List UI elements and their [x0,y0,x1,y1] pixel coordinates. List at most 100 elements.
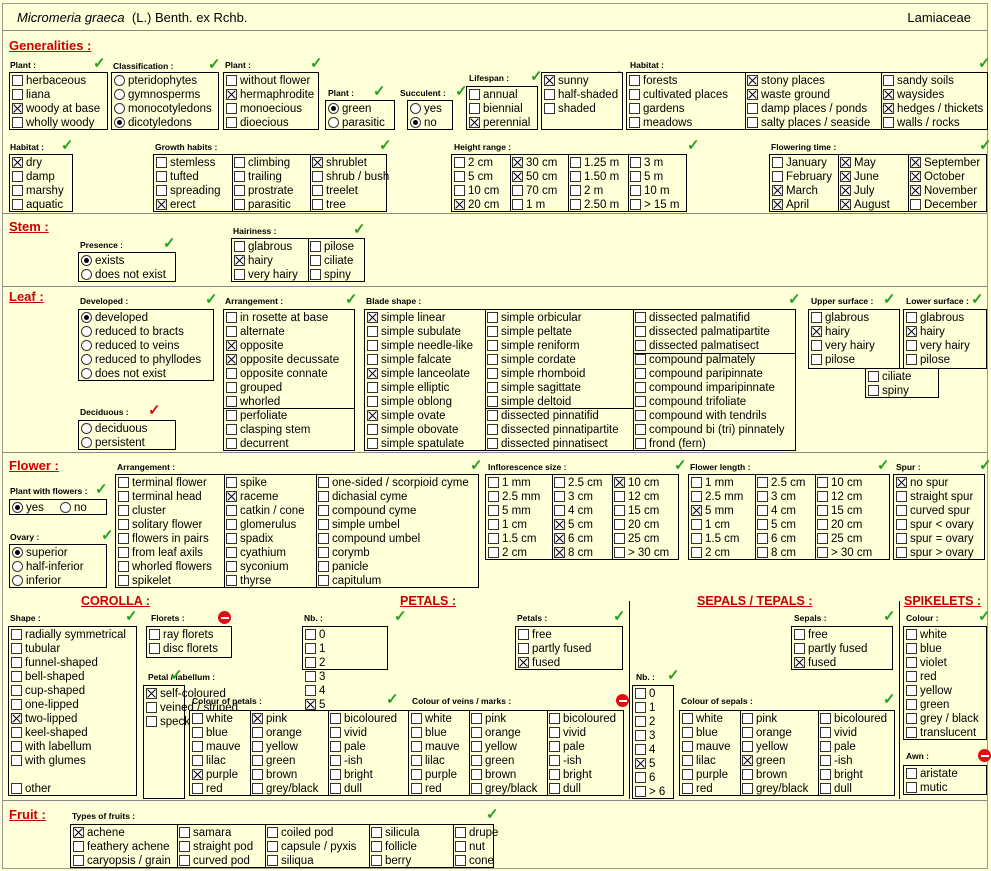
checkbox[interactable] [118,547,129,558]
option-5-cm[interactable]: 5 cm [454,170,493,184]
radio-button[interactable] [81,326,92,337]
option-glabrous[interactable]: glabrous [906,311,964,325]
checkbox[interactable] [149,643,160,654]
checkbox[interactable] [367,424,378,435]
checkbox[interactable] [226,117,237,128]
checkbox[interactable] [367,410,378,421]
option-fused[interactable]: fused [518,656,560,670]
option-achene[interactable]: achene [73,826,125,840]
option-siliqua[interactable]: siliqua [267,854,314,868]
option-8-cm[interactable]: 8 cm [757,546,796,560]
checkbox[interactable] [471,755,482,766]
checkbox[interactable] [330,741,341,752]
checkbox[interactable] [305,643,316,654]
checkbox[interactable] [11,727,22,738]
checkbox[interactable] [252,713,263,724]
checkbox[interactable] [906,699,917,710]
radio-button[interactable] [12,502,23,513]
option-simple-needle-like[interactable]: simple needle-like [367,339,473,353]
option-free[interactable]: free [518,628,552,642]
option-purple[interactable]: purple [682,768,728,782]
option-compound-with-tendrils[interactable]: compound with tendrils [635,409,767,423]
checkbox[interactable] [487,396,498,407]
option-25-cm[interactable]: 25 cm [817,532,862,546]
option-dissected-pinnatifid[interactable]: dissected pinnatifid [487,409,599,423]
checkbox[interactable] [794,657,805,668]
radio-button[interactable] [81,354,92,365]
checkbox[interactable] [896,491,907,502]
checkbox[interactable] [411,769,422,780]
option-3[interactable]: 3 [305,670,325,684]
checkbox[interactable] [757,547,768,558]
option-compound-bi-tri-pinnately[interactable]: compound bi (tri) pinnately [635,423,785,437]
option-1[interactable]: 1 [635,701,655,715]
option-berry[interactable]: berry [371,854,411,868]
option-wholly-woody[interactable]: wholly woody [12,116,94,130]
option-20-cm[interactable]: 20 cm [614,518,659,532]
checkbox[interactable] [629,103,640,114]
checkbox[interactable] [471,727,482,738]
option-2-5-mm[interactable]: 2.5 mm [691,490,743,504]
option-10-cm[interactable]: 10 cm [817,476,862,490]
option-5-mm[interactable]: 5 mm [691,504,734,518]
option-simple-falcate[interactable]: simple falcate [367,353,451,367]
checkbox[interactable] [811,326,822,337]
checkbox[interactable] [549,783,560,794]
option-blue[interactable]: blue [906,642,942,656]
option-2-cm[interactable]: 2 cm [488,546,527,560]
checkbox[interactable] [118,519,129,530]
checkbox[interactable] [179,827,190,838]
checkbox[interactable] [518,643,529,654]
checkbox[interactable] [742,755,753,766]
checkbox[interactable] [896,505,907,516]
checkbox[interactable] [512,171,523,182]
checkbox[interactable] [820,783,831,794]
checkbox[interactable] [772,185,783,196]
checkbox[interactable] [614,547,625,558]
radio-button[interactable] [114,117,125,128]
checkbox[interactable] [11,643,22,654]
checkbox[interactable] [226,103,237,114]
option-2-cm[interactable]: 2 cm [454,156,493,170]
option-sunny[interactable]: sunny [544,74,589,88]
option-exists[interactable]: exists [81,254,124,268]
checkbox[interactable] [742,741,753,752]
checkbox[interactable] [226,368,237,379]
checkbox[interactable] [635,688,646,699]
option-3-m[interactable]: 3 m [630,156,663,170]
checkbox[interactable] [883,75,894,86]
option-20-cm[interactable]: 20 cm [817,518,862,532]
option-white[interactable]: white [682,712,723,726]
radio-button[interactable] [60,502,71,513]
option-blue[interactable]: blue [682,726,718,740]
checkbox[interactable] [318,547,329,558]
checkbox[interactable] [554,533,565,544]
option-panicle[interactable]: panicle [318,560,368,574]
option-grey-black[interactable]: grey/black [742,782,808,796]
checkbox[interactable] [11,741,22,752]
radio-button[interactable] [81,312,92,323]
checkbox[interactable] [817,519,828,530]
option-simple-ovate[interactable]: simple ovate [367,409,446,423]
checkbox[interactable] [149,629,160,640]
checkbox[interactable] [635,772,646,783]
option-vivid[interactable]: vivid [549,726,586,740]
checkbox[interactable] [226,75,237,86]
checkbox[interactable] [11,685,22,696]
checkbox[interactable] [267,855,278,866]
option-simple-umbel[interactable]: simple umbel [318,518,400,532]
option-brown[interactable]: brown [252,768,297,782]
checkbox[interactable] [549,755,560,766]
checkbox[interactable] [820,727,831,738]
checkbox[interactable] [312,185,323,196]
option-orange[interactable]: orange [471,726,521,740]
checkbox[interactable] [896,533,907,544]
option-dissected-pinnatipartite[interactable]: dissected pinnatipartite [487,423,619,437]
checkbox[interactable] [691,505,702,516]
option-compound-trifoliate[interactable]: compound trifoliate [635,395,746,409]
option-compound-paripinnate[interactable]: compound paripinnate [635,367,763,381]
option-monoecious[interactable]: monoecious [226,102,302,116]
option-brown[interactable]: brown [471,768,516,782]
option-damp[interactable]: damp [12,170,55,184]
checkbox[interactable] [820,741,831,752]
